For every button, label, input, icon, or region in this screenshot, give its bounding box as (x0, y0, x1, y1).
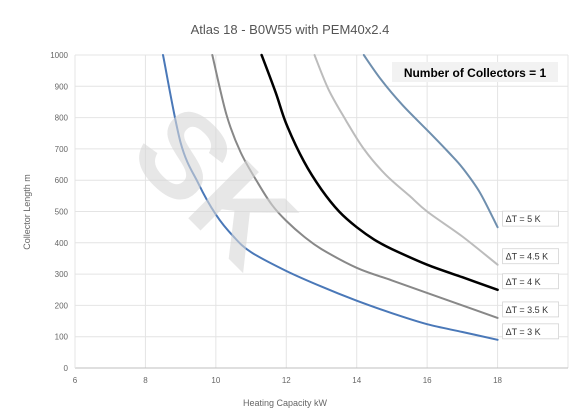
series-label-box (502, 323, 559, 340)
series-line (362, 54, 499, 229)
x-tick-label: 14 (352, 376, 361, 385)
series-label: ΔT = 4 K (506, 277, 541, 287)
y-tick-label: 100 (55, 333, 69, 342)
series-label: ΔT = 3 K (506, 327, 541, 337)
y-tick-label: 800 (55, 114, 69, 123)
y-tick-label: 900 (55, 82, 69, 91)
x-tick-label: 12 (282, 376, 291, 385)
y-tick-label: 600 (55, 176, 69, 185)
x-tick-label: 10 (211, 376, 220, 385)
y-axis-label: Collector Length m (22, 174, 32, 250)
series-line (260, 53, 499, 292)
y-tick-label: 1000 (50, 51, 68, 60)
series-line (162, 54, 499, 341)
y-tick-label: 400 (55, 239, 69, 248)
y-tick-label: 700 (55, 145, 69, 154)
series-label-box (502, 273, 559, 290)
y-tick-label: 200 (55, 301, 69, 310)
x-tick-label: 18 (493, 376, 502, 385)
x-tick-label: 8 (143, 376, 148, 385)
x-axis-label: Heating Capacity kW (243, 398, 328, 408)
series-line (313, 54, 499, 266)
y-tick-label: 300 (55, 270, 69, 279)
series-label: ΔT = 3.5 K (506, 305, 549, 315)
series-line (211, 54, 499, 319)
series-labels: ΔT = 3 K ΔT = 3.5 K ΔT = 4 K ΔT = 4.5 K ΔT =… (502, 210, 559, 340)
annotation-box (392, 62, 558, 82)
x-tick-label: 16 (423, 376, 432, 385)
series-layer (162, 53, 499, 341)
chart-title: Atlas 18 - B0W55 with PEM40x2.4 (191, 22, 390, 37)
axes (74, 55, 568, 369)
x-tick-label: 6 (73, 376, 78, 385)
series-label-box (502, 301, 559, 318)
annotation-text: Number of Collectors = 1 (404, 66, 547, 80)
series-label: ΔT = 4.5 K (506, 252, 549, 262)
series-label: ΔT = 5 K (506, 214, 541, 224)
series-label-box (502, 210, 559, 227)
series-label-box (502, 248, 559, 265)
y-tick-label: 0 (64, 364, 69, 373)
y-tick-label: 500 (55, 208, 69, 217)
tick-labels: 0 100 200 300 400 500 600 700 800 900 1000 6 8 10 12 14… (50, 51, 502, 385)
